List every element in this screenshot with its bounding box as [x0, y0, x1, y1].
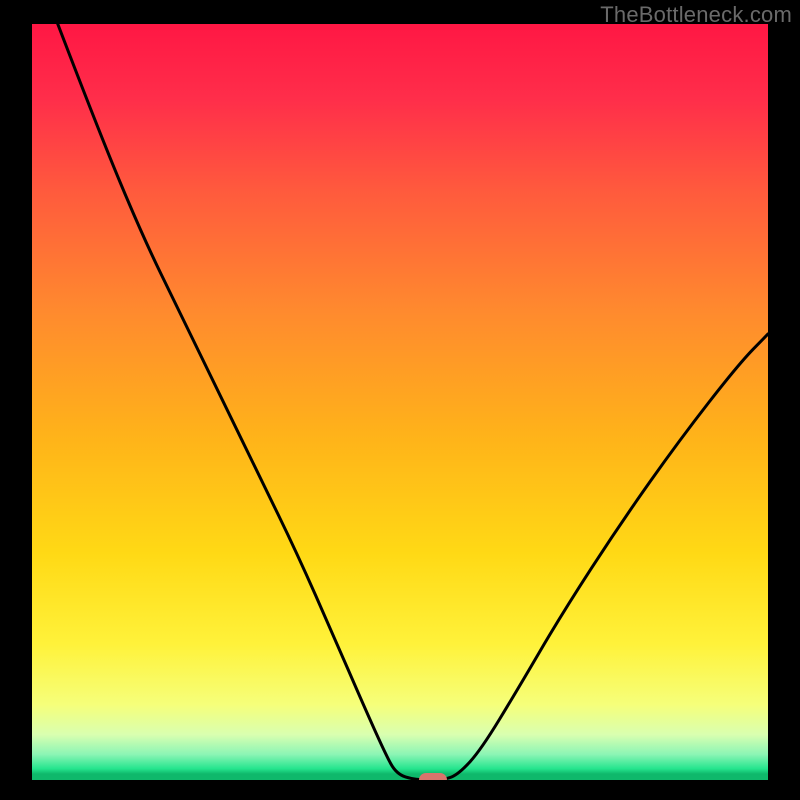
plot-area: [32, 24, 768, 780]
optimal-marker: [419, 773, 447, 780]
chart-frame: TheBottleneck.com: [0, 0, 800, 800]
bottleneck-curve: [32, 24, 768, 780]
